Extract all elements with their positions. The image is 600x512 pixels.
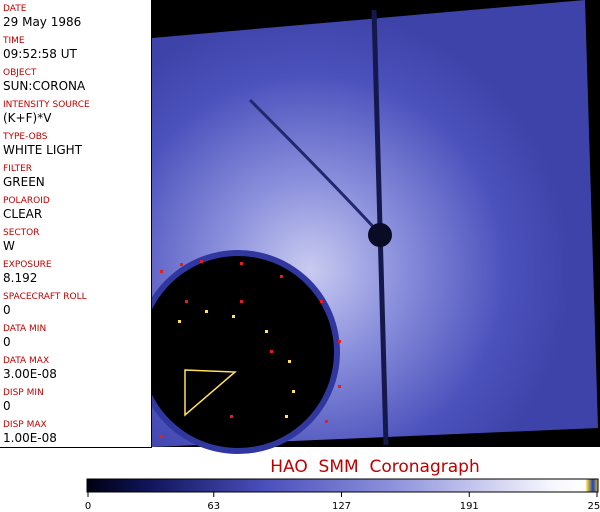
- overlay-outline: [184, 369, 237, 417]
- field-value: 1.00E-08: [3, 431, 57, 445]
- colorbar-tick-label: 127: [332, 501, 351, 512]
- field-label: DATA MAX: [3, 356, 50, 366]
- colorbar-tick-label: 191: [460, 501, 479, 512]
- field-value: GREEN: [3, 175, 45, 189]
- field-label: DISP MAX: [3, 420, 47, 430]
- colorbar-tick-label: 0: [85, 501, 91, 512]
- field-label: DISP MIN: [3, 388, 44, 398]
- field-value: SUN:CORONA: [3, 79, 86, 93]
- field-value: 0: [3, 303, 11, 317]
- pylon-hub: [368, 223, 392, 247]
- field-label: FILTER: [3, 164, 33, 174]
- field-label: DATA MIN: [3, 324, 47, 334]
- field-label: SPACECRAFT ROLL: [3, 292, 87, 302]
- overlay-yellow-dots: [178, 310, 295, 418]
- title: HAO SMM Coronagraph: [270, 457, 479, 477]
- field-label: INTENSITY SOURCE: [3, 100, 90, 110]
- field-value: 09:52:58 UT: [3, 47, 77, 61]
- field-label: POLAROID: [3, 196, 50, 206]
- field-value: WHITE LIGHT: [3, 143, 83, 157]
- field-value: (K+F)*V: [3, 111, 52, 125]
- field-value: 0: [3, 335, 11, 349]
- field-value: 8.192: [3, 271, 38, 285]
- colorbar-tick-label: 63: [207, 501, 220, 512]
- field-value: 3.00E-08: [3, 367, 57, 381]
- occulter: [142, 256, 334, 448]
- field-value: 0: [3, 399, 11, 413]
- field-label: EXPOSURE: [3, 260, 52, 270]
- info-panel: DATE 29 May 1986 TIME 09:52:58 UT OBJECT SUN:…: [0, 0, 152, 448]
- field-label: TIME: [3, 36, 25, 46]
- colorbar-tick-label: 255: [587, 501, 600, 512]
- field-value: 29 May 1986: [3, 15, 82, 29]
- field-value: W: [3, 239, 15, 253]
- field-value: CLEAR: [3, 207, 43, 221]
- colorbar: [86, 478, 599, 493]
- field-label: OBJECT: [3, 68, 37, 78]
- pylon-shadow: [248, 98, 380, 234]
- overlay-dots: [160, 260, 341, 438]
- field-label: SECTOR: [3, 228, 40, 238]
- field-label: TYPE-OBS: [3, 132, 48, 142]
- field-label: DATE: [3, 4, 27, 14]
